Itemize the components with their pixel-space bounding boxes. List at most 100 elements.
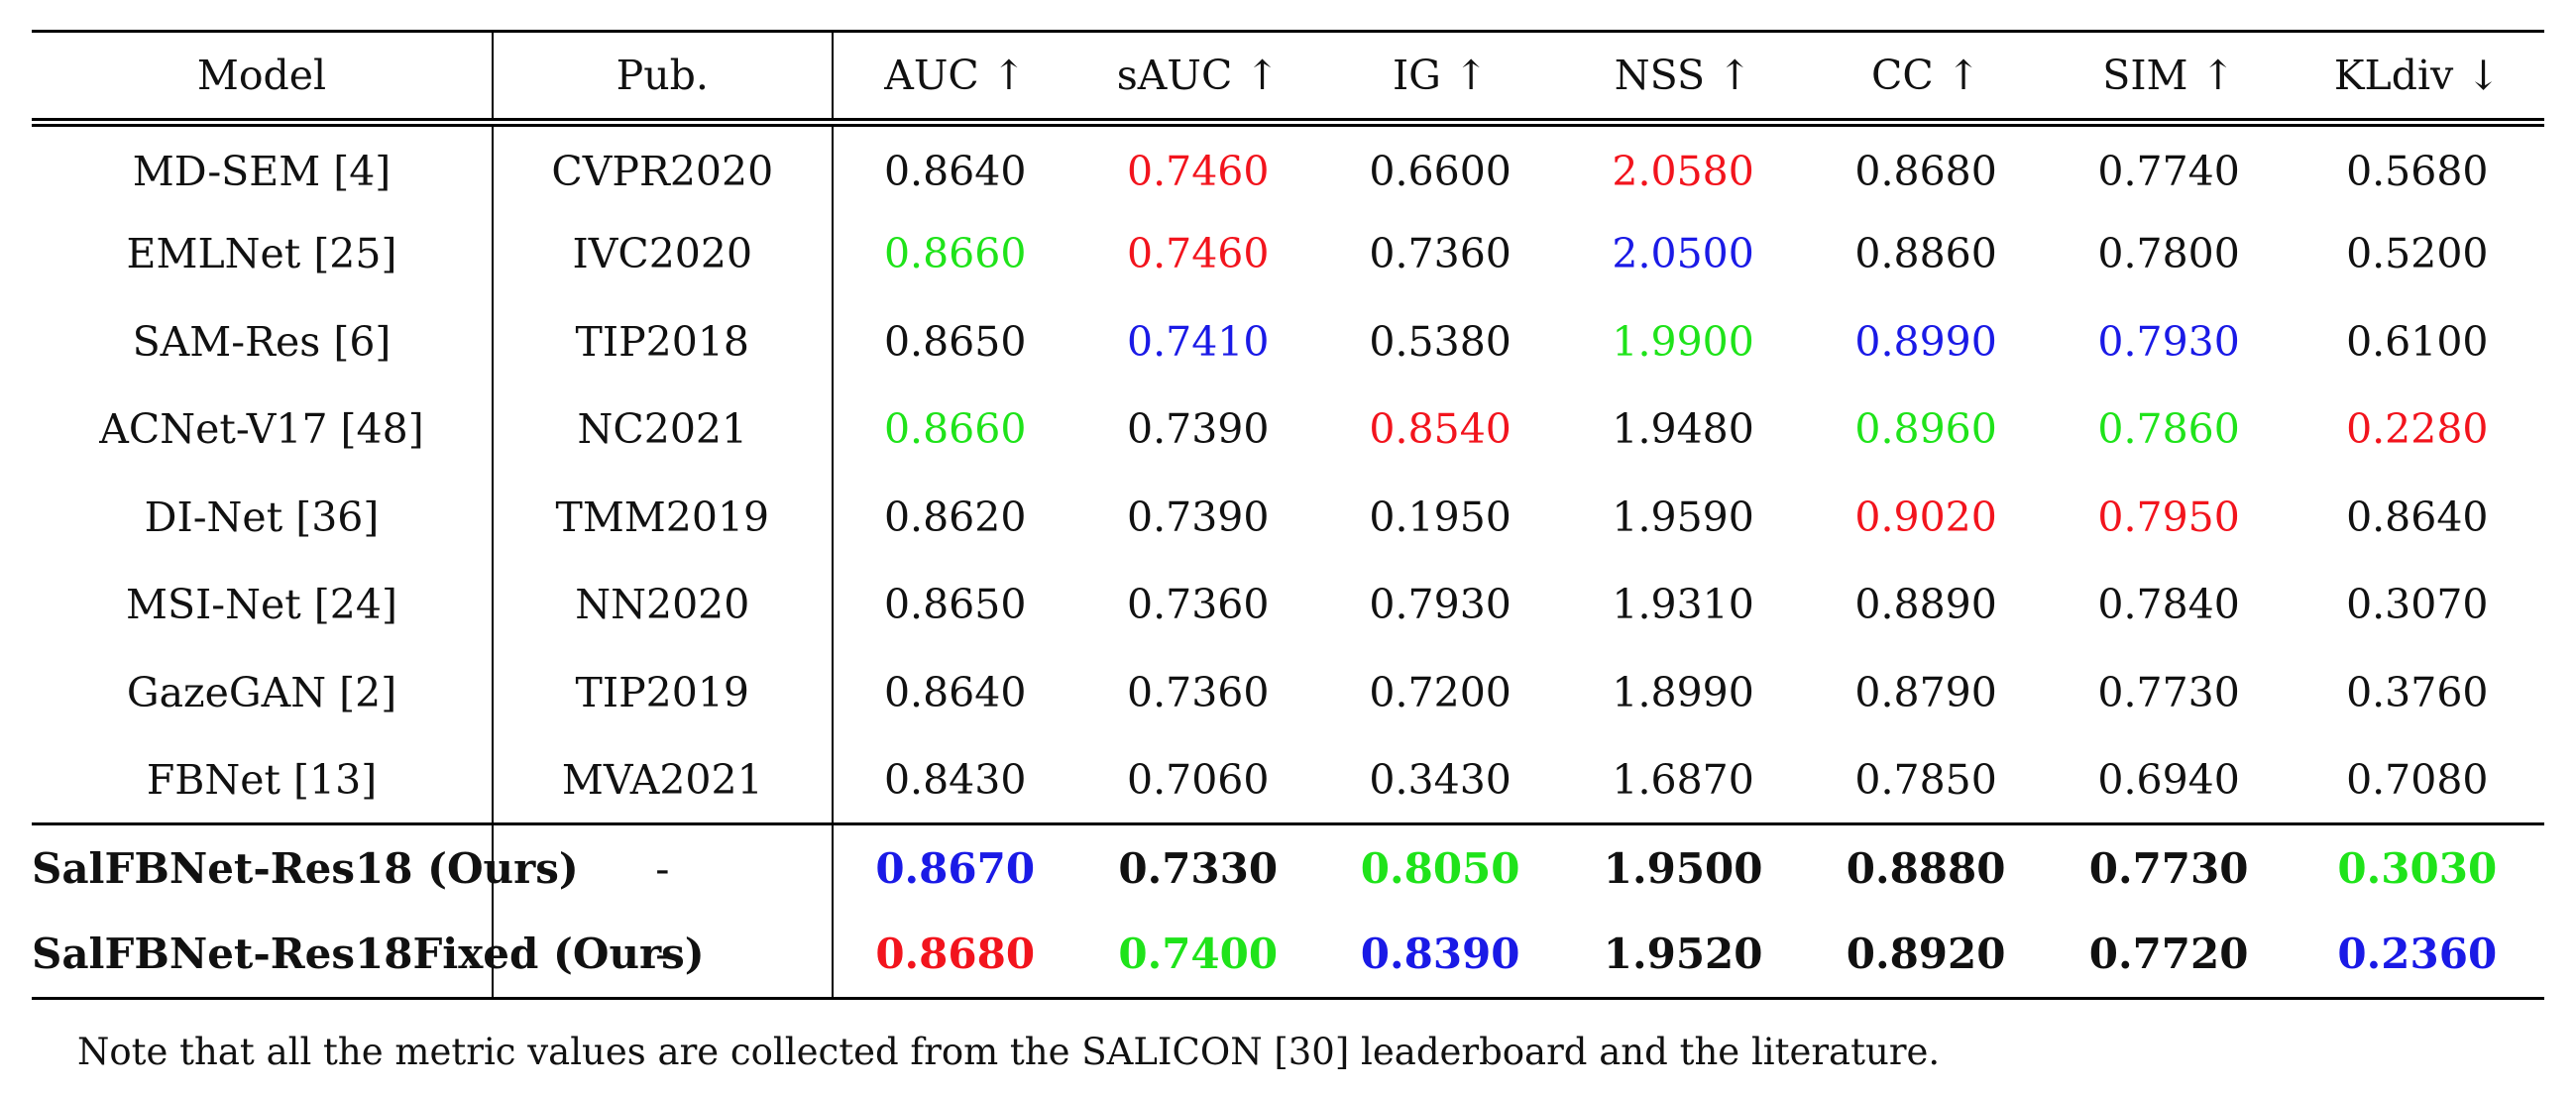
cc-value-cell: 0.8860 xyxy=(1854,230,1997,278)
nss-value-cell: 1.9520 xyxy=(1561,911,1805,1000)
auc-value-cell: 0.8650 xyxy=(883,581,1027,629)
ig-value-cell: 0.5380 xyxy=(1369,317,1512,366)
model-name-cell: EMLNet [25] xyxy=(32,210,495,298)
publication-cell: MVA2021 xyxy=(493,736,834,824)
auc-value-cell: 0.8430 xyxy=(883,755,1027,804)
auc-value-cell: 0.8640 xyxy=(883,148,1027,195)
sauc-value-cell: 0.7360 xyxy=(1127,668,1270,716)
ig-value-cell: 0.6600 xyxy=(1369,148,1512,195)
table-header: Model Pub. AUC ↑ sAUC ↑ IG ↑ NSS ↑ CC ↑ … xyxy=(32,30,2544,127)
publication-cell: - xyxy=(493,911,834,1000)
nss-value-cell: 1.8990 xyxy=(1612,668,1754,716)
ig-value-cell: 0.7360 xyxy=(1369,230,1512,278)
ig-value-cell: 0.7930 xyxy=(1369,581,1512,629)
header-ig: IG ↑ xyxy=(1318,30,1562,127)
publication-cell: - xyxy=(493,822,834,912)
kldiv-value-cell: 0.3760 xyxy=(2346,668,2489,716)
sauc-value-cell: 0.7330 xyxy=(1076,822,1319,912)
sauc-value-cell: 0.7400 xyxy=(1076,911,1319,1000)
cc-value-cell: 0.8960 xyxy=(1854,405,1997,454)
auc-value-cell: 0.8620 xyxy=(883,492,1027,541)
header-sauc: sAUC ↑ xyxy=(1076,30,1319,127)
cc-value-cell: 0.7850 xyxy=(1854,755,1997,804)
header-sim: SIM ↑ xyxy=(2047,30,2291,127)
kldiv-value-cell: 0.2360 xyxy=(2290,911,2544,1000)
kldiv-value-cell: 0.8640 xyxy=(2346,492,2489,541)
competitor-row: DI-Net [36] TMM2019 0.8620 0.7390 0.1950 1.95… xyxy=(32,473,2544,561)
publication-cell: IVC2020 xyxy=(493,210,834,298)
competitor-row: MD-SEM [4] CVPR2020 0.8640 0.7460 0.6600 2.05… xyxy=(32,122,2544,210)
sim-value-cell: 0.7730 xyxy=(2047,822,2291,912)
auc-value-cell: 0.8650 xyxy=(883,317,1027,366)
header-kldiv: KLdiv ↓ xyxy=(2290,30,2544,127)
sauc-value-cell: 0.7410 xyxy=(1127,317,1270,366)
publication-cell: NN2020 xyxy=(493,561,834,649)
header-auc: AUC ↑ xyxy=(832,30,1077,127)
kldiv-value-cell: 0.3030 xyxy=(2290,822,2544,912)
header-model: Model xyxy=(32,30,495,127)
cc-value-cell: 0.8790 xyxy=(1854,668,1997,716)
sim-value-cell: 0.6940 xyxy=(2097,755,2240,804)
sim-value-cell: 0.7860 xyxy=(2097,405,2240,454)
model-name-cell: MSI-Net [24] xyxy=(32,561,495,649)
auc-value-cell: 0.8680 xyxy=(832,911,1077,1000)
publication-cell: TIP2019 xyxy=(493,648,834,736)
ig-value-cell: 0.8390 xyxy=(1318,911,1562,1000)
sim-value-cell: 0.7840 xyxy=(2097,581,2240,629)
sauc-value-cell: 0.7360 xyxy=(1127,581,1270,629)
nss-value-cell: 1.9900 xyxy=(1612,317,1754,366)
model-name-cell: GazeGAN [2] xyxy=(32,648,495,736)
cc-value-cell: 0.8680 xyxy=(1854,148,1997,195)
our-method-row: SalFBNet-Res18Fixed (Ours) -0.8680 0.7400 0… xyxy=(32,911,2544,1000)
cc-value-cell: 0.8890 xyxy=(1854,581,1997,629)
competitor-row: FBNet [13] MVA2021 0.8430 0.7060 0.3430 1.687… xyxy=(32,736,2544,824)
cc-value-cell: 0.9020 xyxy=(1854,492,1997,541)
sim-value-cell: 0.7930 xyxy=(2097,317,2240,366)
model-name-cell: MD-SEM [4] xyxy=(32,122,495,210)
cc-value-cell: 0.8920 xyxy=(1804,911,2048,1000)
auc-value-cell: 0.8660 xyxy=(883,230,1027,278)
table-note: Note that all the metric values are coll… xyxy=(77,1031,1941,1073)
ig-value-cell: 0.3430 xyxy=(1369,755,1512,804)
competitor-row: GazeGAN [2] TIP2019 0.8640 0.7360 0.7200 1.89… xyxy=(32,648,2544,736)
nss-value-cell: 1.9480 xyxy=(1612,405,1754,454)
nss-value-cell: 1.6870 xyxy=(1612,755,1754,804)
header-pub: Pub. xyxy=(493,30,834,127)
sim-value-cell: 0.7950 xyxy=(2097,492,2240,541)
publication-cell: TIP2018 xyxy=(493,297,834,385)
nss-value-cell: 1.9500 xyxy=(1561,822,1805,912)
kldiv-value-cell: 0.7080 xyxy=(2346,755,2489,804)
our-rows: SalFBNet-Res18 (Ours) -0.8670 0.7330 0.8050… xyxy=(32,822,2544,1000)
results-table: Model Pub. AUC ↑ sAUC ↑ IG ↑ NSS ↑ CC ↑ … xyxy=(32,30,2544,1000)
header-nss: NSS ↑ xyxy=(1561,30,1805,127)
sim-value-cell: 0.7740 xyxy=(2097,148,2240,195)
publication-cell: CVPR2020 xyxy=(493,122,834,210)
header-row: Model Pub. AUC ↑ sAUC ↑ IG ↑ NSS ↑ CC ↑ … xyxy=(32,30,2544,127)
nss-value-cell: 1.9590 xyxy=(1612,492,1754,541)
kldiv-value-cell: 0.3070 xyxy=(2346,581,2489,629)
sauc-value-cell: 0.7460 xyxy=(1127,230,1270,278)
ig-value-cell: 0.8050 xyxy=(1318,822,1562,912)
publication-cell: NC2021 xyxy=(493,385,834,474)
model-name-cell: SalFBNet-Res18Fixed (Ours) xyxy=(32,911,705,1000)
sauc-value-cell: 0.7060 xyxy=(1127,755,1270,804)
competitor-row: ACNet-V17 [48] NC2021 0.8660 0.7390 0.8540 1.… xyxy=(32,385,2544,474)
model-name-cell: FBNet [13] xyxy=(32,736,495,824)
competitor-row: SAM-Res [6] TIP2018 0.8650 0.7410 0.5380 1.99… xyxy=(32,297,2544,385)
ig-value-cell: 0.8540 xyxy=(1369,405,1512,454)
kldiv-value-cell: 0.2280 xyxy=(2346,405,2489,454)
model-name-cell: DI-Net [36] xyxy=(32,473,495,561)
ig-value-cell: 0.7200 xyxy=(1369,668,1512,716)
auc-value-cell: 0.8660 xyxy=(883,405,1027,454)
kldiv-value-cell: 0.5680 xyxy=(2346,148,2489,195)
sauc-value-cell: 0.7460 xyxy=(1127,148,1270,195)
cc-value-cell: 0.8990 xyxy=(1854,317,1997,366)
nss-value-cell: 1.9310 xyxy=(1612,581,1754,629)
model-name-cell: ACNet-V17 [48] xyxy=(32,385,495,474)
competitor-rows: MD-SEM [4] CVPR2020 0.8640 0.7460 0.6600 2.05… xyxy=(32,122,2544,824)
sim-value-cell: 0.7720 xyxy=(2047,911,2291,1000)
cc-value-cell: 0.8880 xyxy=(1804,822,2048,912)
ig-value-cell: 0.1950 xyxy=(1369,492,1512,541)
publication-cell: TMM2019 xyxy=(493,473,834,561)
